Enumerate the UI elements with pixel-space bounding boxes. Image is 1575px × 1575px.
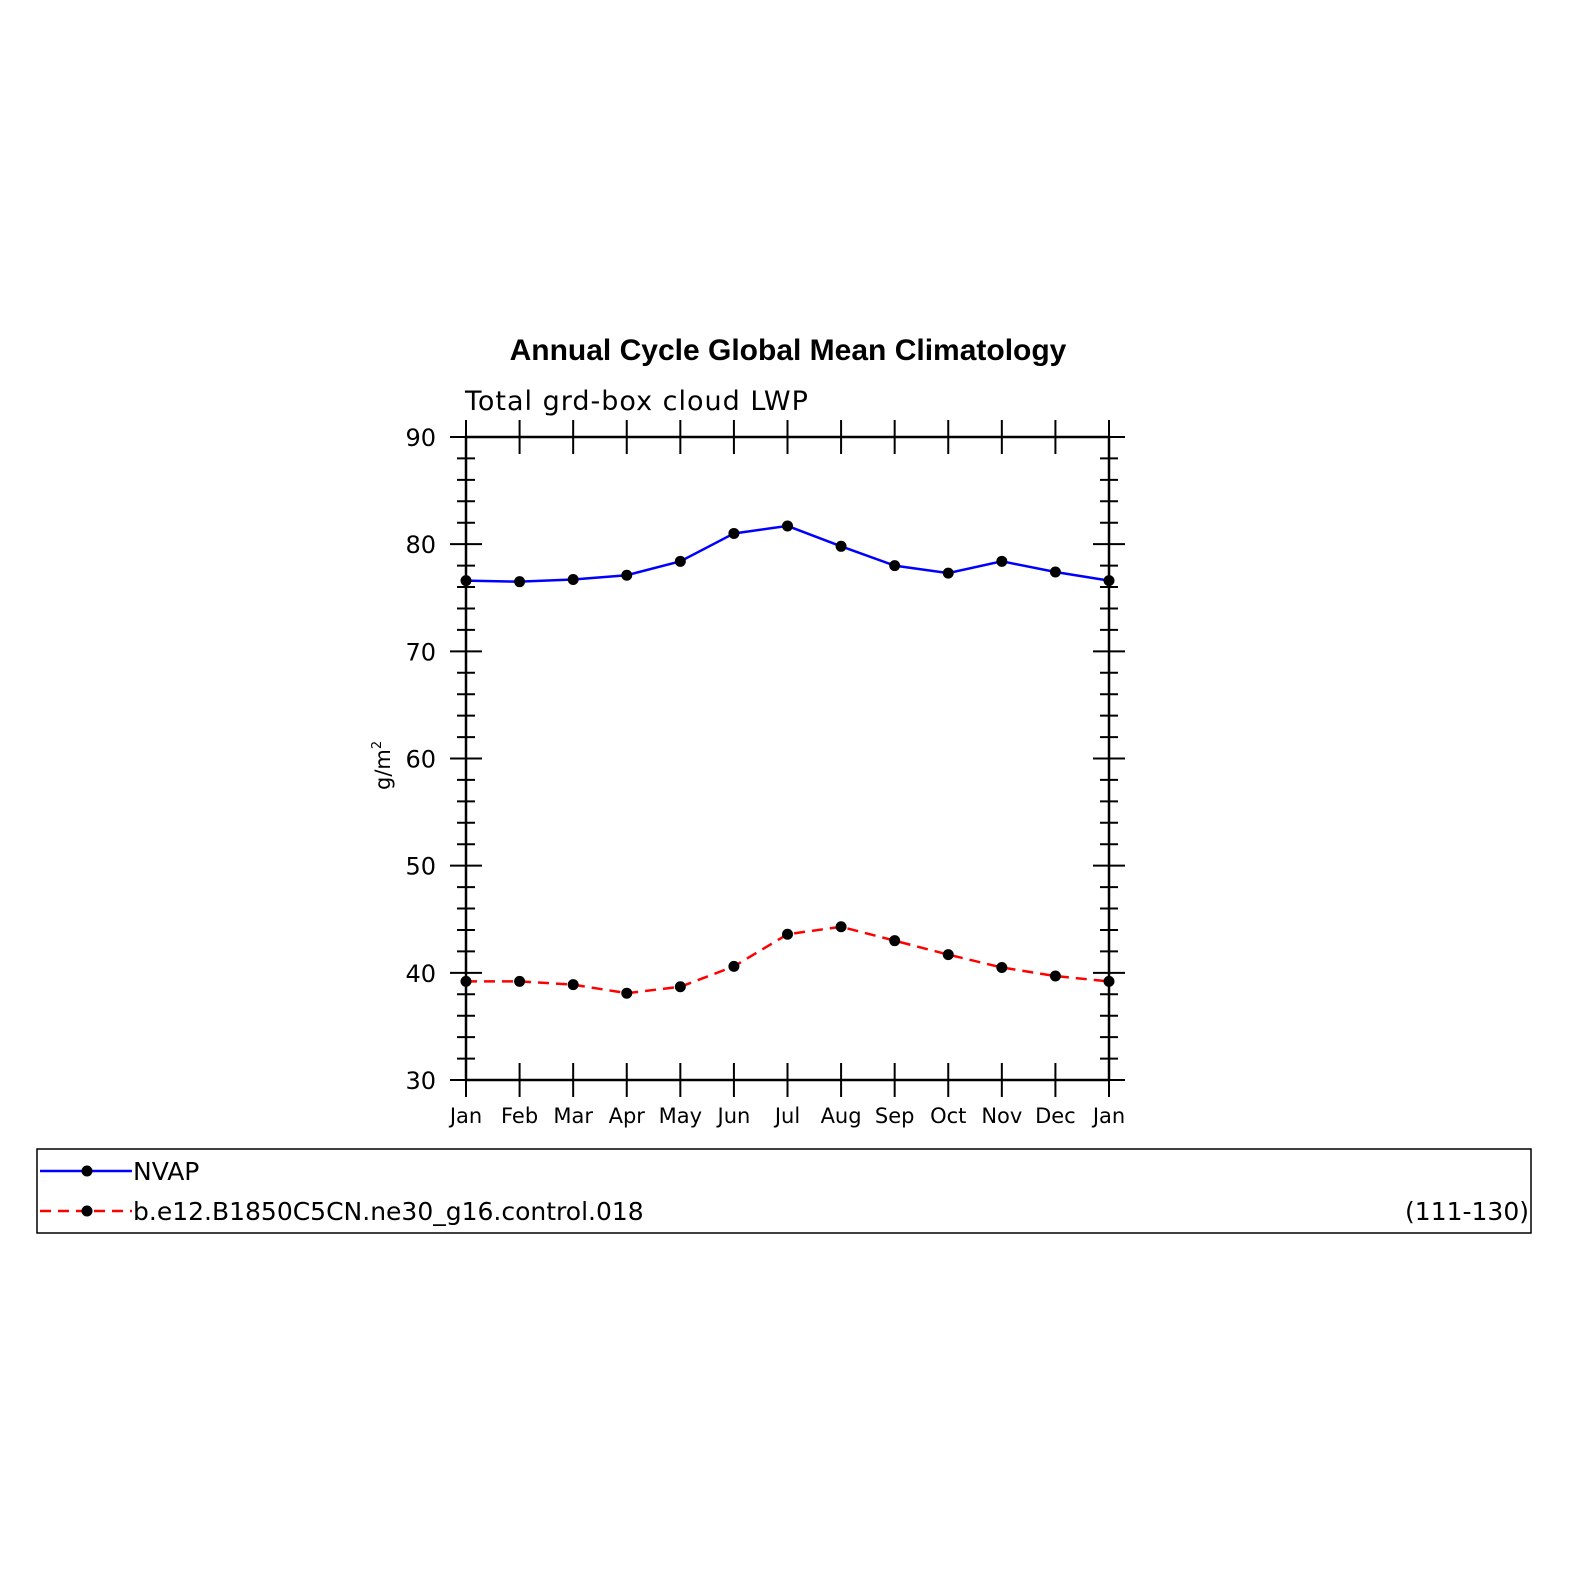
y-tick-label: 40 (405, 960, 436, 988)
legend-marker-2 (81, 1205, 93, 1217)
y-tick-label: 80 (405, 531, 436, 559)
series-2-point (514, 975, 526, 987)
series-1-point (674, 555, 686, 567)
series-1-point (728, 527, 740, 539)
series-2-point (567, 979, 579, 991)
y-tick-label: 90 (405, 424, 436, 452)
series-1-point (782, 520, 793, 532)
series-1-point (621, 569, 633, 581)
y-tick-label: 60 (405, 746, 436, 774)
x-tick-label: Oct (930, 1104, 966, 1128)
series-2-point (889, 935, 901, 947)
series-2-point (942, 949, 954, 961)
series-1-point (514, 576, 526, 588)
x-tick-label: Jan (1091, 1104, 1125, 1128)
series-2-point (460, 975, 472, 987)
y-axis-label: g/m2 (370, 741, 395, 790)
x-tick-label: Feb (501, 1104, 538, 1128)
series-2-point (782, 928, 793, 940)
x-tick-label: Nov (981, 1104, 1022, 1128)
series-layer (460, 520, 1115, 999)
series-line-1 (465, 524, 1110, 583)
x-tick-label: Jan (448, 1104, 482, 1128)
series-1-point (942, 567, 954, 579)
x-tick-label: Jun (716, 1104, 751, 1128)
y-axis-label-superscript: 2 (370, 741, 385, 749)
y-tick-label: 70 (405, 638, 436, 666)
legend-label-1: NVAP (133, 1157, 199, 1186)
series-1-point (460, 575, 472, 587)
series-1-point (1049, 566, 1061, 578)
x-tick-label: Mar (553, 1104, 593, 1128)
series-1-point (1103, 575, 1115, 587)
series-1-point (889, 560, 901, 572)
x-tick-label: May (659, 1104, 702, 1128)
legend-label-2: b.e12.B1850C5CN.ne30_g16.control.018 (133, 1197, 644, 1226)
x-tick-label: Dec (1035, 1104, 1076, 1128)
series-2-point (674, 981, 686, 993)
legend-box (36, 1148, 1532, 1234)
plot-axes: 30 40 50 60 70 80 90 Jan Feb Mar Apr May Jun Jul Aug Se… (405, 420, 1125, 1128)
series-2-point (1049, 970, 1061, 982)
chart-title: Annual Cycle Global Mean Climatology (510, 334, 1067, 367)
legend-years-label: (111-130) (1405, 1197, 1529, 1226)
y-tick-label: 30 (405, 1067, 436, 1095)
series-1-point (996, 555, 1008, 567)
x-tick-label: Sep (875, 1104, 915, 1128)
legend: NVAP b.e12.B1850C5CN.ne30_g16.control.018… (36, 1148, 1532, 1234)
series-2-point (728, 960, 740, 972)
series-2-point (835, 921, 847, 933)
series-2-point (996, 961, 1008, 973)
y-axis-label-text: g/m (371, 749, 395, 790)
x-tick-label: Jul (773, 1104, 800, 1128)
legend-marker-1 (81, 1165, 93, 1177)
series-2-point (1103, 975, 1115, 987)
series-1-point (567, 574, 579, 586)
series-2-point (621, 987, 633, 999)
x-tick-label: Aug (821, 1104, 862, 1128)
series-1-point (835, 540, 847, 552)
chart-subtitle: Total grd-box cloud LWP (464, 386, 809, 417)
y-tick-label: 50 (405, 853, 436, 881)
x-tick-label: Apr (609, 1104, 646, 1128)
